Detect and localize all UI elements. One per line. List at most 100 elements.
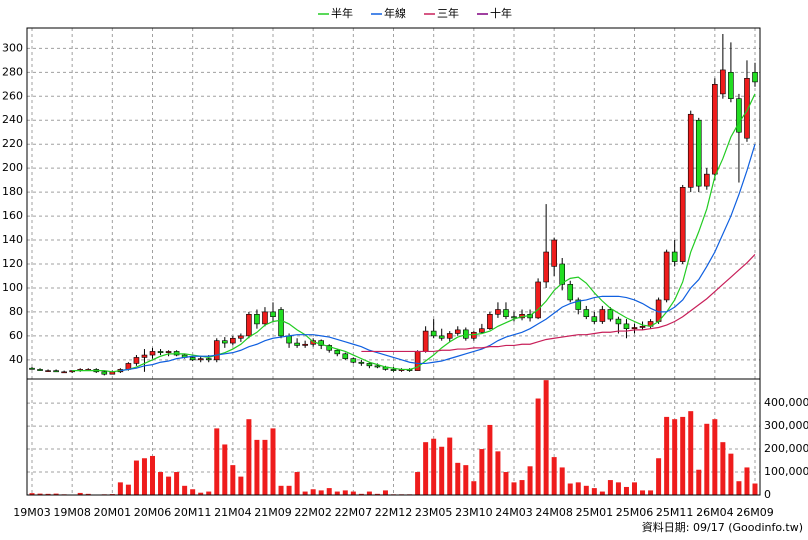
candle-body [294, 342, 300, 346]
candle-body [197, 358, 204, 361]
volume-bar [736, 481, 742, 495]
volume-bar [479, 449, 485, 495]
candle-body [366, 363, 373, 367]
candle-body [487, 314, 493, 329]
y2-tick-label: 300,000 [764, 419, 808, 432]
candle-body [607, 309, 614, 320]
candle-body [230, 337, 236, 344]
volume-bar [648, 490, 654, 495]
candle-body [238, 335, 244, 339]
volume-bar [125, 484, 131, 495]
volume-bar [77, 492, 83, 495]
volume-bar [656, 458, 662, 495]
x-tick-label: 23M10 [455, 506, 493, 519]
x-tick-label: 26M09 [736, 506, 774, 519]
volume-bar [342, 490, 348, 495]
y-tick-label: 300 [2, 41, 23, 54]
candle-body [165, 351, 172, 353]
y-tick-label: 180 [2, 185, 23, 198]
candle-body [69, 370, 75, 373]
y-tick-label: 260 [2, 89, 23, 102]
volume-bar [238, 476, 244, 495]
candle-body [479, 328, 485, 333]
volume-bar [439, 446, 445, 495]
ma-line [361, 253, 756, 353]
candle-body [599, 309, 606, 322]
candle-body [454, 329, 461, 334]
candle-body [583, 309, 590, 318]
candle-body [712, 84, 718, 175]
candle-body [149, 351, 156, 356]
volume-bar [318, 490, 324, 495]
candle-body [334, 349, 341, 355]
candle-body [623, 323, 630, 329]
volume-bar [286, 485, 292, 495]
ma-line [120, 144, 756, 372]
volume-bar [664, 416, 670, 495]
x-tick-label: 22M12 [375, 506, 413, 519]
x-tick-label: 25M06 [616, 506, 654, 519]
candle-body [543, 251, 549, 283]
volume-bar [672, 419, 678, 495]
volume-bar [37, 493, 43, 495]
legend-label: 年線 [384, 6, 406, 20]
candle-body [503, 309, 509, 318]
volume-bar [150, 455, 155, 495]
volume-bar [535, 398, 541, 495]
volume-bar [334, 491, 340, 495]
legend-label: 三年 [437, 6, 459, 20]
volume-bar [607, 480, 613, 495]
volume-bar [415, 472, 421, 495]
candle-body [278, 309, 284, 337]
candle-body [157, 351, 164, 353]
volume-bar [133, 460, 139, 495]
candle-body [551, 239, 557, 267]
volume-bar [752, 483, 758, 495]
volume-bar [519, 480, 525, 495]
volume-bar [366, 491, 372, 495]
x-tick-label: 21M04 [214, 506, 252, 519]
volume-bar [567, 483, 573, 495]
x-tick-label: 24M08 [535, 506, 573, 519]
candle-body [663, 251, 670, 301]
volume-bar [680, 416, 686, 495]
volume-bar [382, 490, 388, 495]
volume-bar [302, 491, 308, 495]
candle-body [286, 335, 292, 344]
candle-body [302, 343, 308, 346]
candle-body [358, 361, 365, 364]
volume-bar [455, 462, 461, 495]
candle-body [495, 309, 501, 315]
x-tick-label: 19M03 [13, 506, 51, 519]
candle-body [535, 281, 541, 319]
volume-bar [728, 453, 734, 495]
x-tick-label: 23M05 [415, 506, 453, 519]
volume-bar [117, 482, 123, 495]
y-tick-label: 240 [2, 113, 23, 126]
candle-body [687, 113, 694, 188]
candle-body [262, 311, 268, 325]
volume-bar [495, 451, 501, 495]
plot-background [27, 28, 760, 495]
x-tick-label: 20M01 [94, 506, 132, 519]
volume-bar [527, 466, 533, 495]
candle-body [720, 69, 726, 95]
volume-bar [206, 491, 212, 495]
candle-body [29, 367, 35, 370]
candle-body [567, 284, 574, 301]
candle-body [133, 357, 140, 364]
volume-bar [704, 423, 710, 495]
x-tick-label: 21M09 [254, 506, 292, 519]
candle-body [430, 330, 437, 337]
volume-bar [503, 472, 509, 495]
y-tick-label: 160 [2, 209, 23, 222]
volume-bar [511, 482, 517, 495]
y-tick-label: 60 [9, 329, 23, 342]
volume-bar [431, 438, 437, 495]
candle-body [45, 370, 51, 372]
volume-bar [688, 411, 694, 495]
volume-bar [182, 485, 188, 495]
x-tick-label: 25M11 [656, 506, 694, 519]
x-tick-label: 24M03 [495, 506, 533, 519]
candle-body [213, 340, 220, 361]
